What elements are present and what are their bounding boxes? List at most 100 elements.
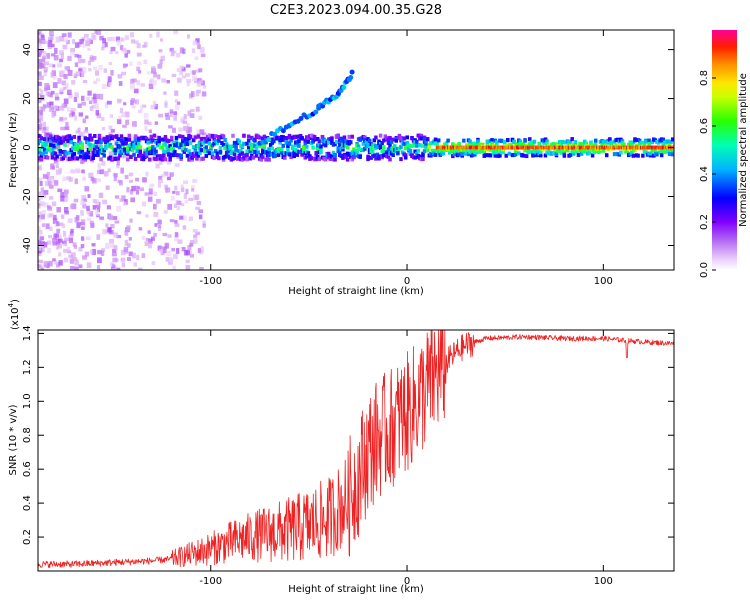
noise-speckle (145, 237, 151, 241)
noise-speckle (52, 218, 58, 224)
band-cell (144, 154, 149, 159)
band-core (435, 145, 439, 150)
band-core (531, 145, 535, 150)
noise-speckle (70, 51, 75, 56)
band-core (489, 145, 493, 150)
noise-speckle (132, 252, 136, 259)
band-cell (452, 152, 457, 157)
noise-speckle (53, 55, 59, 61)
band-cell (311, 139, 315, 144)
noise-speckle (173, 253, 178, 259)
noise-speckle (117, 119, 122, 125)
band-cell (608, 137, 612, 142)
band-cell (575, 149, 579, 154)
noise-speckle (41, 223, 46, 228)
noise-speckle (176, 101, 181, 105)
band-cell (476, 139, 480, 144)
band-cell (339, 140, 344, 145)
noise-speckle (115, 36, 121, 42)
noise-speckle (188, 197, 194, 201)
band-cell (108, 155, 113, 160)
noise-speckle (96, 213, 100, 218)
noise-speckle (165, 257, 169, 262)
noise-speckle (119, 198, 123, 202)
band-cell (69, 136, 73, 141)
band-cell (499, 138, 504, 143)
noise-speckle (63, 189, 69, 195)
band-cell (152, 133, 157, 138)
band-cell (246, 134, 251, 139)
band-core (592, 145, 596, 150)
band-core (643, 145, 647, 150)
band-cell (513, 152, 518, 157)
noise-speckle (95, 109, 100, 116)
snr-yscale-prefix: (x10 (10, 307, 21, 330)
noise-speckle (41, 106, 46, 112)
band-cell (179, 153, 183, 158)
band-cell (388, 157, 392, 162)
noise-speckle (82, 43, 86, 49)
band-core (467, 145, 471, 150)
band-core (600, 145, 604, 150)
band-cell (224, 142, 229, 147)
noise-speckle (125, 119, 130, 125)
noise-speckle (141, 201, 147, 207)
noise-speckle (70, 48, 75, 53)
band-core (614, 145, 618, 150)
noise-speckle (80, 58, 86, 63)
noise-speckle (122, 154, 126, 159)
noise-speckle (83, 203, 87, 209)
band-cell (231, 133, 235, 138)
noise-speckle (99, 216, 105, 220)
noise-speckle (99, 35, 104, 41)
noise-speckle (164, 242, 170, 249)
band-cell (317, 139, 322, 144)
noise-speckle (188, 137, 192, 143)
band-cell (154, 149, 158, 154)
band-core (607, 145, 611, 150)
noise-speckle (172, 265, 176, 270)
noise-speckle (159, 38, 163, 42)
band-cell (403, 155, 408, 160)
noise-speckle (105, 229, 110, 234)
noise-speckle (110, 69, 114, 76)
band-cell (188, 140, 193, 145)
band-cell (275, 135, 279, 140)
noise-speckle (81, 101, 87, 106)
noise-speckle (75, 169, 81, 174)
noise-speckle (81, 194, 86, 201)
band-cell (45, 155, 50, 160)
noise-speckle (181, 75, 187, 79)
noise-speckle (92, 66, 98, 70)
noise-speckle (61, 223, 66, 229)
noise-speckle (112, 257, 118, 263)
noise-speckle (70, 169, 76, 174)
noise-speckle (130, 197, 136, 203)
band-core (509, 145, 513, 150)
noise-speckle (52, 64, 56, 68)
noise-speckle (67, 250, 72, 254)
band-cell (132, 145, 136, 150)
band-cell (272, 139, 276, 144)
band-cell (319, 144, 323, 149)
band-cell (551, 141, 556, 146)
noise-speckle (62, 44, 68, 50)
noise-speckle (156, 31, 160, 38)
noise-speckle (73, 97, 78, 103)
band-cell (283, 155, 287, 160)
noise-speckle (79, 39, 84, 45)
noise-speckle (196, 157, 202, 162)
noise-speckle (124, 199, 128, 205)
noise-speckle (174, 99, 178, 103)
noise-speckle (138, 227, 143, 231)
noise-speckle (112, 248, 117, 253)
noise-speckle (148, 129, 152, 133)
noise-speckle (74, 42, 80, 48)
band-cell (667, 143, 672, 148)
noise-speckle (44, 61, 50, 66)
noise-speckle (181, 246, 186, 252)
band-cell (666, 139, 670, 144)
band-cell (115, 141, 119, 146)
noise-speckle (129, 218, 133, 223)
noise-speckle (51, 111, 56, 118)
